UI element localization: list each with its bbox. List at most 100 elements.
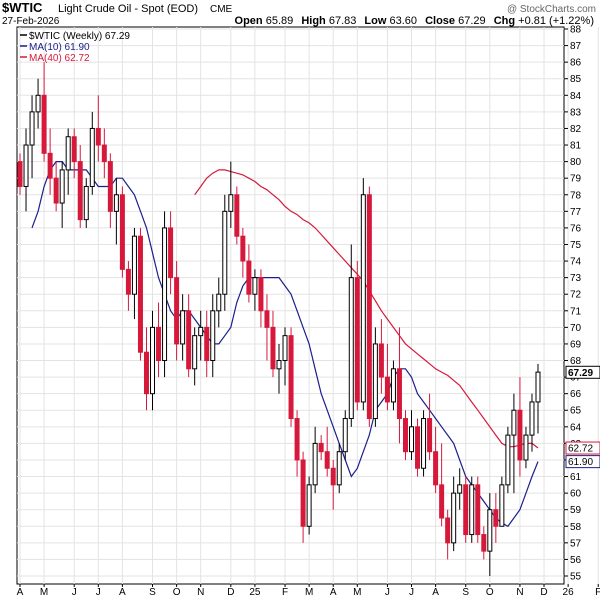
candle: [113, 178, 119, 245]
candle-body: [276, 360, 282, 370]
y-tick-label: 80: [570, 157, 582, 168]
candle-body: [192, 335, 198, 370]
candle-body: [354, 277, 360, 403]
candle-body: [41, 94, 47, 154]
candle-body: [240, 235, 246, 262]
y-tick-label: 70: [570, 323, 582, 334]
candle: [204, 310, 210, 378]
candle-body: [198, 326, 204, 337]
candle-body: [125, 268, 131, 295]
candle-body: [258, 277, 264, 312]
y-tick-label: 81: [570, 141, 582, 152]
y-tick-label: 77: [570, 207, 582, 218]
x-tick-label: S: [149, 587, 156, 598]
candle-body: [77, 161, 83, 221]
candle: [89, 111, 95, 195]
y-tick-label: 86: [570, 58, 582, 69]
candle: [348, 244, 354, 427]
y-tick-label: 65: [570, 406, 582, 417]
y-tick-label: 69: [570, 339, 582, 350]
candle: [354, 261, 360, 411]
candle: [330, 459, 336, 510]
candle: [288, 327, 294, 427]
x-tick-label: J: [409, 587, 414, 598]
candle: [35, 78, 41, 129]
x-tick-label: M: [305, 587, 313, 598]
close-label: Close: [425, 15, 455, 27]
candle: [65, 128, 71, 195]
y-tick-label: 83: [570, 107, 582, 118]
candle-body: [71, 136, 77, 163]
candle-body: [517, 409, 523, 461]
y-tick-label: 68: [570, 356, 582, 367]
candle: [125, 261, 131, 311]
y-tick-label: 71: [570, 306, 582, 317]
candle: [258, 269, 264, 328]
candle: [240, 227, 246, 278]
x-tick-label: A: [330, 587, 337, 598]
x-tick-label: J: [72, 587, 77, 598]
candle-body: [35, 94, 41, 113]
badge-ma10-box: [565, 455, 600, 469]
watermark: @ StockCharts.com: [507, 4, 596, 15]
x-tick-label: F: [282, 587, 288, 598]
candle: [222, 194, 228, 311]
candle: [445, 509, 451, 560]
candle: [505, 426, 511, 494]
low-value: 63.60: [389, 15, 417, 27]
candle-body: [342, 418, 348, 453]
candle: [517, 377, 523, 477]
candle: [192, 327, 198, 386]
candle: [511, 393, 517, 494]
candle: [264, 294, 270, 361]
candle-body: [89, 127, 95, 187]
candle-body: [23, 144, 29, 187]
candle-body: [252, 277, 258, 295]
y-axis-ticks: 5556575859606162636465666768697071727374…: [564, 25, 582, 583]
candle-body: [505, 434, 511, 486]
candle-body: [330, 467, 336, 486]
candle: [131, 227, 137, 320]
x-tick-label: A: [119, 587, 126, 598]
low-label: Low: [364, 15, 386, 27]
y-tick-label: 79: [570, 174, 582, 185]
candle-body: [409, 426, 415, 453]
candle-body: [137, 235, 143, 353]
x-tick-label: N: [516, 587, 523, 598]
symbol-title: $WTIC: [2, 0, 43, 15]
candle-body: [113, 194, 119, 212]
y-tick-label: 76: [570, 223, 582, 234]
y-tick-label: 75: [570, 240, 582, 251]
candle-body: [216, 293, 222, 312]
candle-body: [107, 161, 113, 212]
x-tick-label: M: [353, 587, 361, 598]
candle: [439, 443, 445, 527]
badge-last-text: 67.29: [568, 368, 593, 379]
candle: [198, 310, 204, 361]
legend-ma10: MA(10) 61.90: [29, 42, 90, 53]
candle-body: [282, 335, 288, 362]
candle-body: [29, 111, 35, 146]
close-value: 67.29: [458, 15, 486, 27]
candle-body: [421, 418, 427, 469]
legend: $WTIC (Weekly) 67.29 MA(10) 61.90 MA(40)…: [20, 31, 130, 64]
badge-last-price: 67.29: [565, 365, 600, 379]
candle-body: [168, 227, 174, 279]
candles-layer: [17, 62, 541, 576]
candle: [324, 426, 330, 477]
y-tick-label: 66: [570, 389, 582, 400]
y-tick-label: 82: [570, 124, 582, 135]
candle: [107, 153, 113, 228]
candle: [396, 327, 402, 444]
candle: [390, 360, 396, 411]
candle-body: [445, 517, 451, 544]
candle: [71, 128, 77, 179]
candle-body: [493, 509, 499, 527]
candle-body: [95, 127, 101, 146]
candle-body: [131, 235, 137, 295]
x-tick-label: A: [432, 587, 439, 598]
candle: [216, 277, 222, 328]
candle: [378, 319, 384, 394]
y-tick-label: 58: [570, 522, 582, 533]
